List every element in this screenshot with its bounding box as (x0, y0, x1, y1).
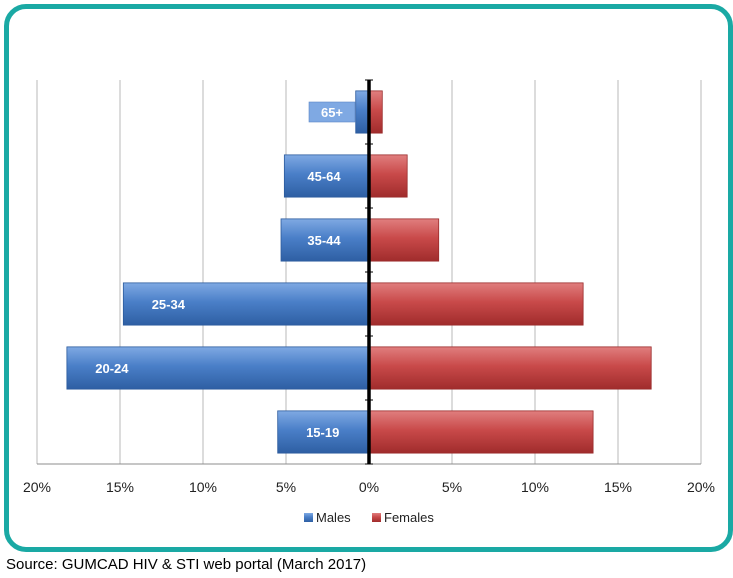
x-tick-label: 20% (687, 479, 715, 495)
bars (66, 90, 652, 454)
bar-males-65+ (355, 90, 370, 134)
bar-females-25-34 (368, 282, 584, 326)
x-tick-label: 10% (189, 479, 217, 495)
grid-lines (36, 80, 702, 464)
category-label: 45-64 (307, 169, 341, 184)
category-label: 15-19 (306, 425, 339, 440)
x-tick-label: 10% (521, 479, 549, 495)
category-label: 35-44 (307, 233, 341, 248)
x-tick-label: 15% (106, 479, 134, 495)
x-tick-label: 5% (276, 479, 296, 495)
axes: 20% 15% 10% 5% 0% 5% 10% 15% 20% (23, 79, 715, 495)
legend-swatch-males (304, 513, 313, 522)
legend-swatch-females (372, 513, 381, 522)
bar-males-45-64 (283, 154, 370, 198)
bar-females-65+ (368, 90, 383, 134)
bar-females-15-19 (368, 410, 594, 454)
legend-label-males: Males (316, 510, 351, 525)
source-note: Source: GUMCAD HIV & STI web portal (Mar… (6, 556, 367, 573)
category-label: 20-24 (95, 361, 129, 376)
x-tick-label: 5% (442, 479, 462, 495)
legend: Males Females (304, 510, 434, 525)
category-label: 65+ (321, 105, 343, 120)
bar-males-15-19 (277, 410, 370, 454)
category-labels: 65+ 45-64 35-44 25-34 20-24 15-19 (95, 101, 356, 440)
x-tick-label: 20% (23, 479, 51, 495)
bar-females-35-44 (368, 218, 440, 262)
x-tick-label: 0% (359, 479, 379, 495)
bar-females-45-64 (368, 154, 408, 198)
bar-females-20-24 (368, 346, 652, 390)
category-label: 25-34 (152, 297, 186, 312)
x-tick-label: 15% (604, 479, 632, 495)
legend-label-females: Females (384, 510, 434, 525)
category-label-box (308, 101, 356, 123)
